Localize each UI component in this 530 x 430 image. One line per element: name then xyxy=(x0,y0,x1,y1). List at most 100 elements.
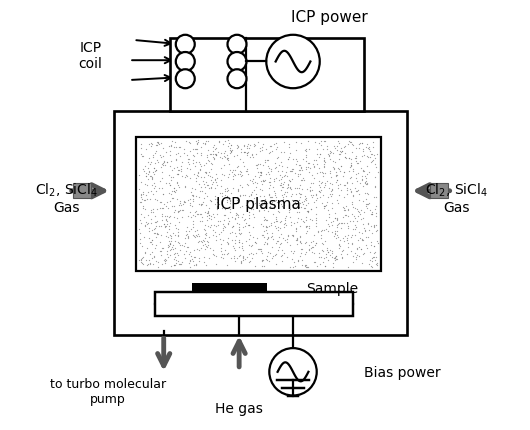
Point xyxy=(206,151,215,158)
Point xyxy=(176,261,185,267)
Point xyxy=(263,237,271,243)
Point xyxy=(251,240,260,247)
Point xyxy=(245,242,253,249)
Point xyxy=(362,178,370,185)
Point xyxy=(216,218,224,225)
Point xyxy=(294,201,303,208)
Point xyxy=(292,147,301,154)
Point xyxy=(255,208,263,215)
Point xyxy=(286,150,295,157)
Point xyxy=(332,217,341,224)
Point xyxy=(210,196,219,203)
Point xyxy=(258,250,267,257)
Point xyxy=(240,149,248,156)
Point xyxy=(170,186,178,193)
Point xyxy=(358,230,367,237)
Point xyxy=(331,255,340,261)
Point xyxy=(259,177,268,184)
Point xyxy=(277,218,285,224)
Point xyxy=(152,206,161,213)
Point xyxy=(189,212,198,219)
Point xyxy=(341,154,350,161)
Point xyxy=(272,175,280,182)
Point xyxy=(201,169,209,175)
Point xyxy=(151,197,160,203)
Point xyxy=(173,150,182,157)
Point xyxy=(201,241,209,248)
Point xyxy=(326,174,335,181)
Point xyxy=(140,197,149,204)
Point xyxy=(166,182,174,189)
Point xyxy=(259,223,267,230)
Point xyxy=(186,166,195,173)
Point xyxy=(235,243,243,250)
Point xyxy=(235,221,243,228)
Point xyxy=(329,261,337,267)
Point xyxy=(347,174,355,181)
Point xyxy=(249,211,257,218)
Point xyxy=(360,190,369,197)
Point xyxy=(244,171,253,178)
Point xyxy=(231,237,240,244)
Point xyxy=(251,142,259,149)
Point xyxy=(256,169,264,176)
Point xyxy=(306,187,314,194)
Point xyxy=(200,231,209,238)
Point xyxy=(244,212,253,218)
Point xyxy=(226,197,234,204)
Point xyxy=(233,220,241,227)
Point xyxy=(249,181,257,187)
Point xyxy=(245,258,254,265)
Point xyxy=(309,192,317,199)
Point xyxy=(146,216,155,223)
Point xyxy=(254,246,262,253)
Point xyxy=(236,258,245,264)
Point xyxy=(171,238,180,245)
Point xyxy=(257,169,265,176)
Point xyxy=(142,192,150,199)
Point xyxy=(189,218,197,225)
Point xyxy=(153,157,161,164)
Point xyxy=(171,254,180,261)
Point xyxy=(279,194,287,201)
Point xyxy=(298,201,307,208)
Point xyxy=(366,151,375,158)
Point xyxy=(362,243,370,249)
Point xyxy=(145,257,154,264)
Point xyxy=(230,167,239,174)
Point xyxy=(198,188,206,195)
Point xyxy=(205,212,213,219)
Point xyxy=(350,215,359,222)
Point xyxy=(257,221,266,228)
Point xyxy=(196,161,204,168)
Point xyxy=(204,182,213,189)
Point xyxy=(170,203,178,210)
Point xyxy=(329,158,338,165)
Point xyxy=(301,194,310,200)
Point xyxy=(161,256,170,263)
Point xyxy=(223,188,231,195)
Point xyxy=(200,162,209,169)
Point xyxy=(137,256,145,263)
Point xyxy=(183,230,191,237)
Point xyxy=(320,158,328,165)
Point xyxy=(180,147,188,154)
Circle shape xyxy=(227,53,246,72)
Point xyxy=(141,181,149,188)
Point xyxy=(303,264,312,270)
Point xyxy=(346,162,355,169)
Point xyxy=(183,235,192,242)
Point xyxy=(209,148,217,155)
Point xyxy=(349,204,357,211)
Point xyxy=(338,220,346,227)
Point xyxy=(244,197,252,204)
Point xyxy=(368,211,376,218)
Point xyxy=(351,153,360,160)
Point xyxy=(267,194,275,200)
Point xyxy=(236,252,244,258)
Point xyxy=(143,182,151,189)
Point xyxy=(290,170,299,177)
Point xyxy=(174,240,183,247)
Point xyxy=(262,240,271,247)
Point xyxy=(352,178,361,185)
